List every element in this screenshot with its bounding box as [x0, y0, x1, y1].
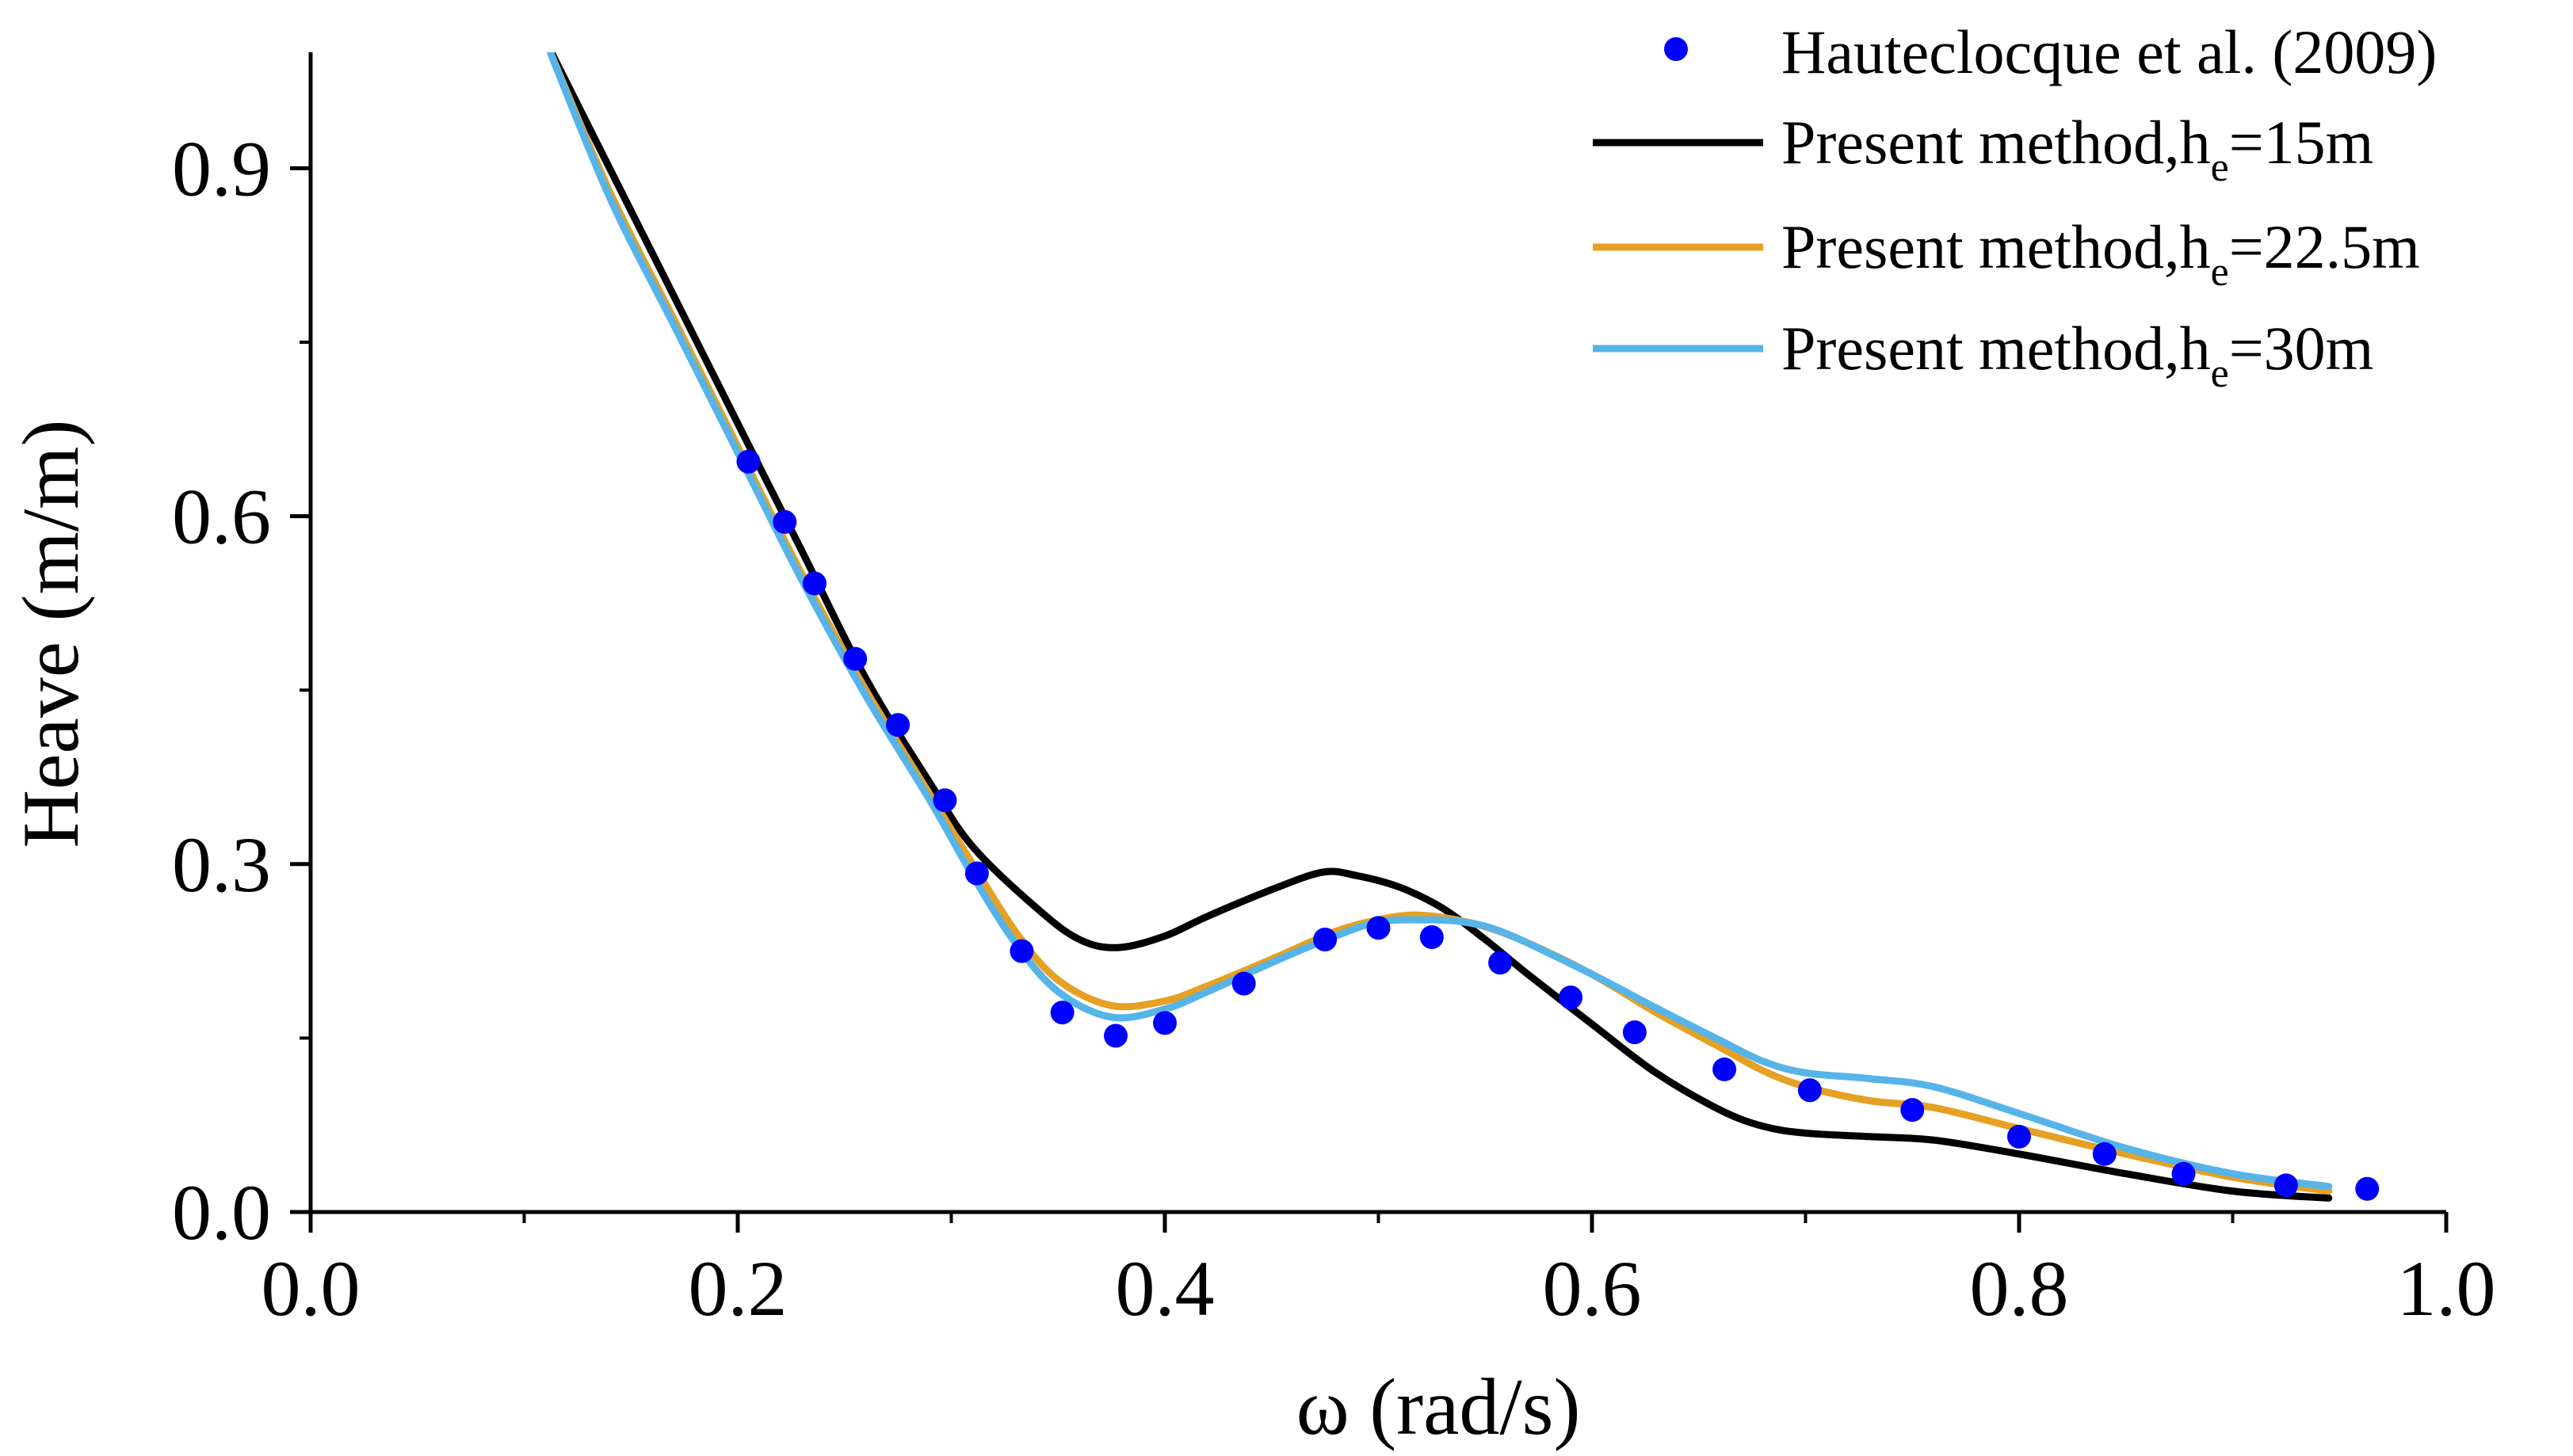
- data-point: [1488, 951, 1513, 975]
- legend-label-he22-5: Present method,he=22.5m: [1781, 212, 2420, 295]
- data-point: [773, 509, 797, 534]
- y-tick-label: 0.3: [172, 821, 271, 909]
- x-axis-title: ω (rad/s): [1296, 1363, 1581, 1452]
- data-point: [1231, 971, 1256, 996]
- y-tick-label: 0.0: [172, 1168, 271, 1256]
- x-tick-label: 0.4: [1116, 1244, 1215, 1332]
- legend-marker-hauteclocque: [1664, 37, 1688, 61]
- plot-area: [546, 52, 2380, 1202]
- x-tick-label: 1.0: [2397, 1244, 2496, 1332]
- legend-label-he15: Present method,he=15m: [1781, 108, 2373, 190]
- x-tick-label: 0.2: [689, 1244, 788, 1332]
- data-point: [1104, 1023, 1128, 1048]
- data-point: [933, 788, 957, 813]
- data-point: [1153, 1011, 1177, 1035]
- data-point: [2171, 1161, 2196, 1186]
- data-point: [1419, 925, 1444, 950]
- data-point: [2273, 1173, 2298, 1198]
- data-point: [1010, 939, 1034, 963]
- x-axis: 0.0 0.2 0.4 0.6 0.8 1.0: [261, 1210, 2496, 1332]
- data-point: [964, 861, 989, 886]
- data-point: [736, 449, 761, 474]
- data-point: [803, 571, 827, 596]
- series-line-he15: [547, 52, 2333, 1202]
- y-axis-title: Heave (m/m): [6, 420, 96, 848]
- data-point: [843, 646, 868, 671]
- data-point: [1797, 1078, 1822, 1103]
- data-point: [1900, 1098, 1925, 1122]
- x-tick-label: 0.6: [1543, 1244, 1642, 1332]
- data-point: [2355, 1176, 2380, 1201]
- x-tick-label: 0.8: [1970, 1244, 2069, 1332]
- x-tick-label: 0.0: [261, 1244, 361, 1332]
- y-tick-label: 0.6: [172, 473, 271, 561]
- series-line-he30: [546, 52, 2333, 1191]
- data-point: [1622, 1020, 1647, 1045]
- y-tick-label: 0.9: [172, 124, 271, 212]
- data-point: [1712, 1057, 1737, 1081]
- y-axis: 0.0 0.3 0.6 0.9: [172, 52, 313, 1256]
- legend-label-hauteclocque: Hauteclocque et al. (2009): [1781, 17, 2437, 86]
- data-point: [2092, 1142, 2117, 1166]
- legend: Hauteclocque et al. (2009) Present metho…: [1593, 17, 2437, 396]
- data-point: [1313, 927, 1338, 951]
- data-point: [1559, 985, 1583, 1010]
- data-point: [1050, 1001, 1075, 1025]
- data-point: [886, 713, 910, 738]
- legend-label-he30: Present method,he=30m: [1781, 314, 2373, 396]
- data-point: [1366, 916, 1391, 940]
- data-point: [2007, 1124, 2031, 1149]
